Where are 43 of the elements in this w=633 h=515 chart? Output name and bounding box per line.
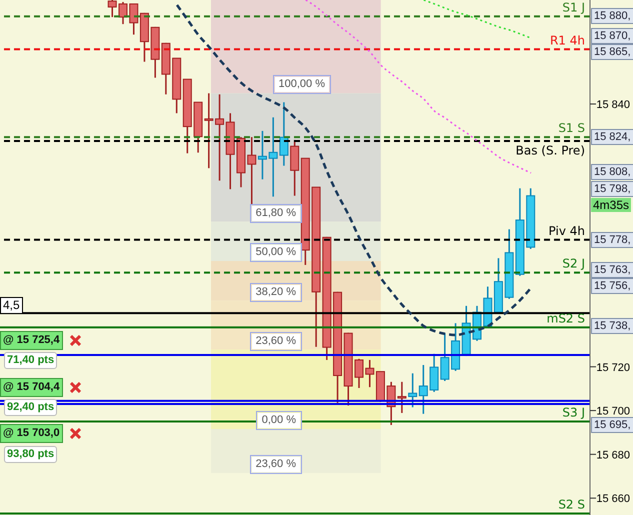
text: 15 778, [591,232,633,248]
text: 15 695, [591,417,633,433]
ref-line-label: Piv 4h [548,224,585,238]
y-tick-label: 15 720 [596,362,630,374]
band-label: 23,60 % [250,456,301,473]
ref-line-label: S2 J [562,256,585,271]
y-tick-label: 15 840 [596,99,630,112]
text: 15 756, [591,278,633,294]
ref-line-label: S1 J [562,0,585,14]
band-label: 100,00 % [274,76,330,94]
text: 15 870, [591,28,633,44]
annotation: 93,80 pts [4,446,58,463]
text: 15 865, [591,44,633,60]
text: 15 763, [591,262,633,278]
annotation: 4,5 [0,297,23,314]
ref-line-label: S1 S [558,121,585,136]
annotation: 71,40 pts [4,352,58,369]
ref-line-label: Bas (S. Pre) [516,144,585,158]
y-tick-label: 15 680 [596,449,630,462]
text: 15 798, [591,181,633,197]
band-label: 0,00 % [256,412,301,429]
band-label: 50,00 % [250,244,301,261]
ref-line-label: S2 S [558,497,585,512]
band-label: 61,80 % [250,204,301,222]
y-tick-label: 15 700 [596,406,630,418]
candlestick [397,381,406,414]
ref-line-label: S3 J [562,406,585,420]
annotation: @ 15 704,4 [0,378,63,397]
y-tick-label: 15 660 [596,493,630,506]
text: 4m35s [591,198,632,212]
text: 15 738, [591,318,633,334]
band-label: 23,60 % [250,332,301,350]
annotation: 92,40 pts [4,399,58,416]
ref-line-label: mS2 S [546,311,585,326]
annotation: @ 15 703,0 [0,424,63,443]
ref-line-label: R1 4h [550,33,585,48]
line-series [422,0,532,39]
text: 15 824, [591,129,633,145]
annotation: @ 15 725,4 [0,331,63,350]
band-label: 38,20 % [250,284,301,301]
text: 15 880, [591,8,633,24]
text: 15 808, [591,164,633,180]
candlestick [408,372,418,408]
